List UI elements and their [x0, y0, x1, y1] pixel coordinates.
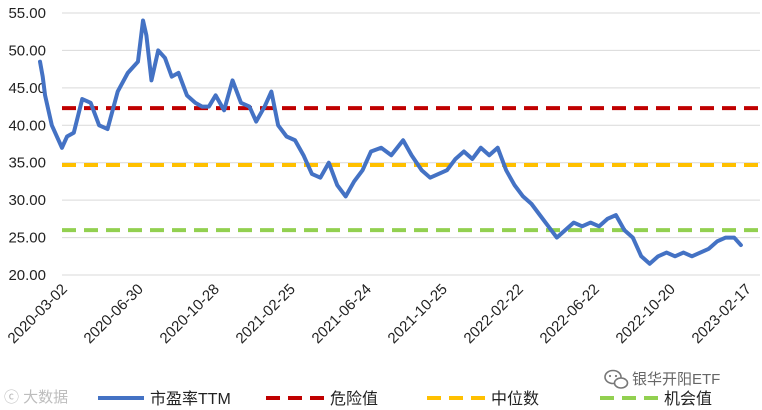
gridlines [62, 12, 760, 276]
y-tick-label: 45.00 [8, 80, 46, 97]
x-tick-label: 2020-06-30 [81, 281, 147, 347]
y-tick-label: 20.00 [8, 267, 46, 284]
x-axis-tick-labels: 2020-03-02 2020-06-30 2020-10-28 2021-02-25… [5, 281, 755, 347]
y-tick-label: 50.00 [8, 42, 46, 59]
y-tick-label: 30.00 [8, 192, 46, 209]
legend-item-median: 中位数 [427, 390, 539, 408]
x-tick-label: 2020-03-02 [5, 281, 71, 347]
source-watermark: ⓒ 大数据 [4, 389, 68, 406]
legend-item-danger: 危险值 [266, 390, 378, 408]
legend-label-danger: 危险值 [330, 390, 378, 408]
x-tick-label: 2021-06-24 [309, 281, 375, 347]
x-tick-label: 2022-02-22 [461, 281, 527, 347]
x-tick-label: 2020-10-28 [157, 281, 223, 347]
reference-lines [62, 106, 760, 233]
series-line-pe-ttm [38, 18, 743, 266]
account-watermark: 银华开阳ETF [632, 371, 720, 388]
y-tick-label: 40.00 [8, 117, 46, 134]
legend-label-median: 中位数 [491, 390, 539, 408]
legend-label-pe-ttm: 市盈率TTM [150, 390, 231, 408]
x-tick-label: 2022-10-20 [613, 281, 679, 347]
x-tick-label: 2021-02-25 [233, 281, 299, 347]
legend: 市盈率TTM 危险值 中位数 机会值 [98, 390, 712, 408]
legend-label-opportunity: 机会值 [664, 390, 712, 408]
y-tick-label: 55.00 [8, 5, 46, 22]
legend-item-opportunity: 机会值 [600, 390, 712, 408]
y-tick-label: 25.00 [8, 230, 46, 247]
x-tick-label: 2022-06-22 [537, 281, 603, 347]
y-axis-tick-labels: 20.00 25.00 30.00 35.00 40.00 45.00 50.00 55.00 [8, 5, 46, 284]
legend-item-pe-ttm: 市盈率TTM [98, 390, 231, 408]
x-tick-label: 2023-02-17 [689, 281, 755, 347]
x-tick-label: 2021-10-25 [385, 281, 451, 347]
wechat-icon [604, 369, 629, 389]
y-tick-label: 35.00 [8, 155, 46, 172]
